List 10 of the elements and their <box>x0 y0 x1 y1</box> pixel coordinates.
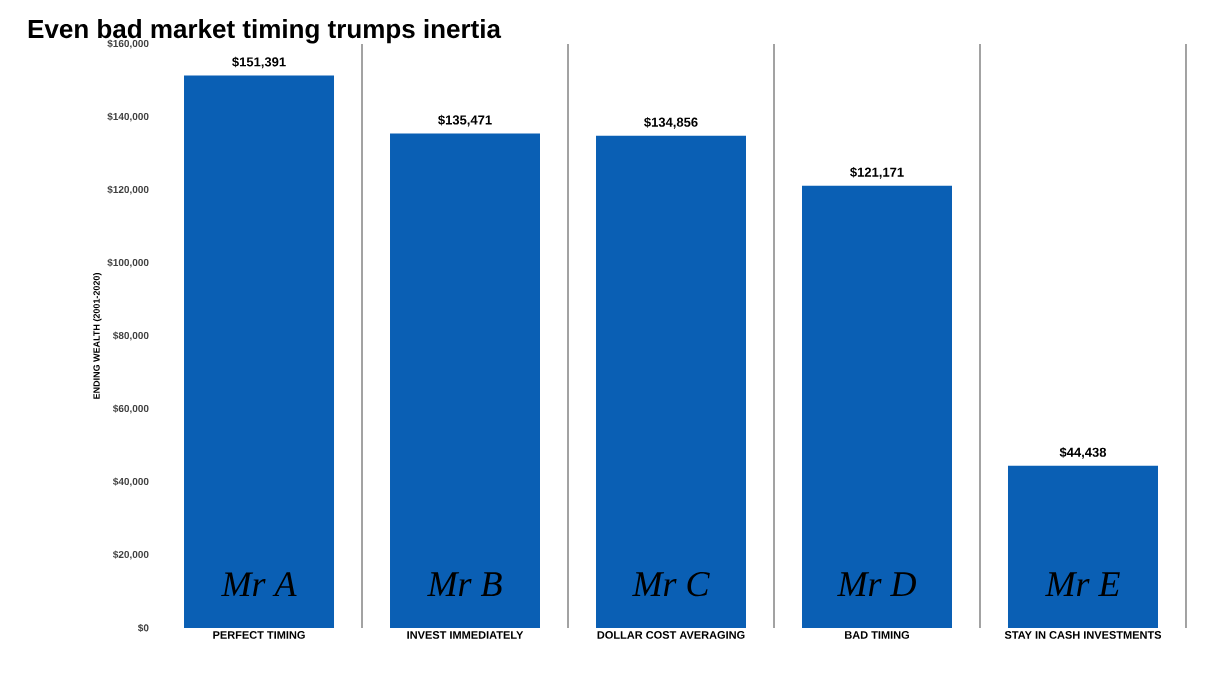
annotation: Mr C <box>632 572 710 597</box>
bar <box>596 135 746 628</box>
bar <box>1008 465 1158 628</box>
annotation: Mr D <box>837 572 916 596</box>
bar <box>184 75 335 628</box>
annotation: Mr E <box>1045 572 1120 596</box>
bar <box>802 185 952 628</box>
bar <box>390 133 540 628</box>
annotation: Mr B <box>427 572 502 596</box>
annotation: Mr A <box>221 572 297 597</box>
